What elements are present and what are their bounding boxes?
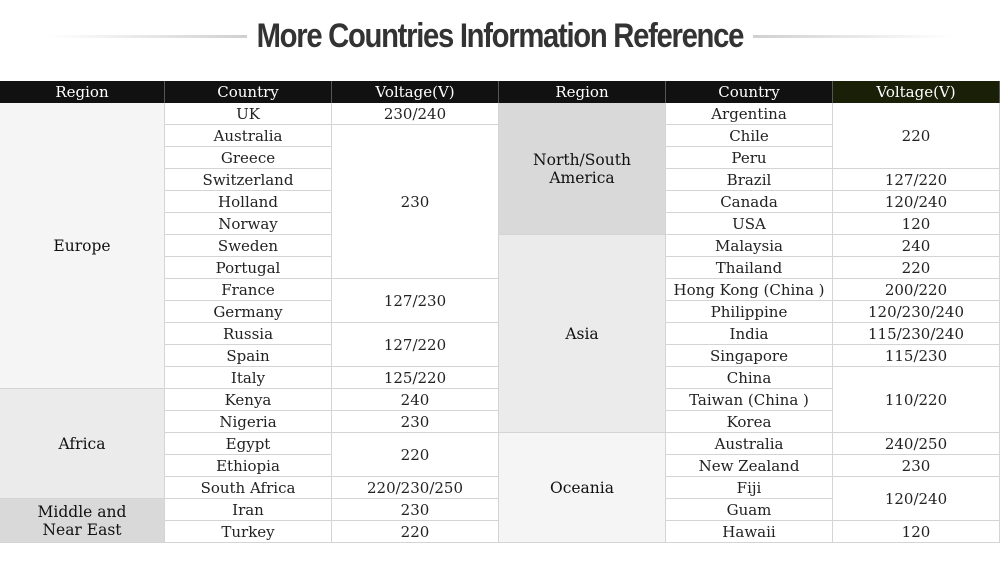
country-cell: Turkey <box>165 521 332 543</box>
country-cell: Germany <box>165 301 332 323</box>
country-cell: Ethiopia <box>165 455 332 477</box>
voltage-cell: 110/220 <box>833 367 1000 433</box>
header-country: Country <box>165 81 332 103</box>
country-cell: Philippine <box>666 301 833 323</box>
voltage-cell: 120 <box>833 521 1000 543</box>
voltage-cell: 220 <box>833 257 1000 279</box>
region-cell: Europe <box>0 103 165 389</box>
page-title: More Countries Information Reference <box>256 16 745 55</box>
voltage-cell: 240 <box>833 235 1000 257</box>
country-cell: Hawaii <box>666 521 833 543</box>
country-cell: Taiwan (China ) <box>666 389 833 411</box>
voltage-cell: 125/220 <box>332 367 499 389</box>
region-cell: Africa <box>0 389 165 499</box>
voltage-cell: 120/240 <box>833 477 1000 521</box>
country-cell: Nigeria <box>165 411 332 433</box>
voltage-cell: 200/220 <box>833 279 1000 301</box>
voltage-cell: 220/230/250 <box>332 477 499 499</box>
country-cell: Sweden <box>165 235 332 257</box>
country-cell: Hong Kong (China ) <box>666 279 833 301</box>
voltage-cell: 120/230/240 <box>833 301 1000 323</box>
country-cell: Portugal <box>165 257 332 279</box>
country-cell: Iran <box>165 499 332 521</box>
country-cell: China <box>666 367 833 389</box>
country-cell: Kenya <box>165 389 332 411</box>
country-cell: Norway <box>165 213 332 235</box>
voltage-cell: 220 <box>332 521 499 543</box>
country-cell: Egypt <box>165 433 332 455</box>
region-cell: Middle and Near East <box>0 499 165 543</box>
country-cell: USA <box>666 213 833 235</box>
header-region: Region <box>0 81 165 103</box>
country-cell: France <box>165 279 332 301</box>
header-region: Region <box>499 81 666 103</box>
voltage-cell: 230 <box>332 125 499 279</box>
voltage-cell: 230 <box>833 455 1000 477</box>
country-cell: Italy <box>165 367 332 389</box>
voltage-cell: 115/230 <box>833 345 1000 367</box>
country-cell: Holland <box>165 191 332 213</box>
country-cell: Australia <box>165 125 332 147</box>
country-cell: India <box>666 323 833 345</box>
country-cell: Thailand <box>666 257 833 279</box>
title-rule-left <box>47 34 248 38</box>
country-cell: Russia <box>165 323 332 345</box>
country-cell: Greece <box>165 147 332 169</box>
region-cell: North/South America <box>499 103 666 235</box>
country-cell: Chile <box>666 125 833 147</box>
country-cell: Spain <box>165 345 332 367</box>
voltage-cell: 127/220 <box>833 169 1000 191</box>
voltage-cell: 120/240 <box>833 191 1000 213</box>
country-cell: Guam <box>666 499 833 521</box>
title-rule-right <box>752 34 953 38</box>
country-cell: Malaysia <box>666 235 833 257</box>
voltage-cell: 240 <box>332 389 499 411</box>
country-cell: Peru <box>666 147 833 169</box>
country-cell: Korea <box>666 411 833 433</box>
country-cell: Singapore <box>666 345 833 367</box>
title-bar: More Countries Information Reference <box>0 12 1000 60</box>
country-cell: New Zealand <box>666 455 833 477</box>
country-cell: Australia <box>666 433 833 455</box>
voltage-cell: 220 <box>332 433 499 477</box>
region-cell: Oceania <box>499 433 666 543</box>
header-voltage: Voltage(V) <box>833 81 1000 103</box>
voltage-cell: 115/230/240 <box>833 323 1000 345</box>
voltage-cell: 120 <box>833 213 1000 235</box>
voltage-cell: 127/220 <box>332 323 499 367</box>
region-cell: Asia <box>499 235 666 433</box>
country-cell: UK <box>165 103 332 125</box>
voltage-cell: 127/230 <box>332 279 499 323</box>
voltage-cell: 230 <box>332 499 499 521</box>
voltage-cell: 230/240 <box>332 103 499 125</box>
country-cell: South Africa <box>165 477 332 499</box>
country-cell: Canada <box>666 191 833 213</box>
voltage-cell: 230 <box>332 411 499 433</box>
header-voltage: Voltage(V) <box>332 81 499 103</box>
country-cell: Argentina <box>666 103 833 125</box>
country-cell: Fiji <box>666 477 833 499</box>
voltage-table: Region Country Voltage(V) Region Country… <box>0 81 1000 543</box>
country-cell: Brazil <box>666 169 833 191</box>
country-cell: Switzerland <box>165 169 332 191</box>
voltage-cell: 220 <box>833 103 1000 169</box>
header-country: Country <box>666 81 833 103</box>
voltage-cell: 240/250 <box>833 433 1000 455</box>
